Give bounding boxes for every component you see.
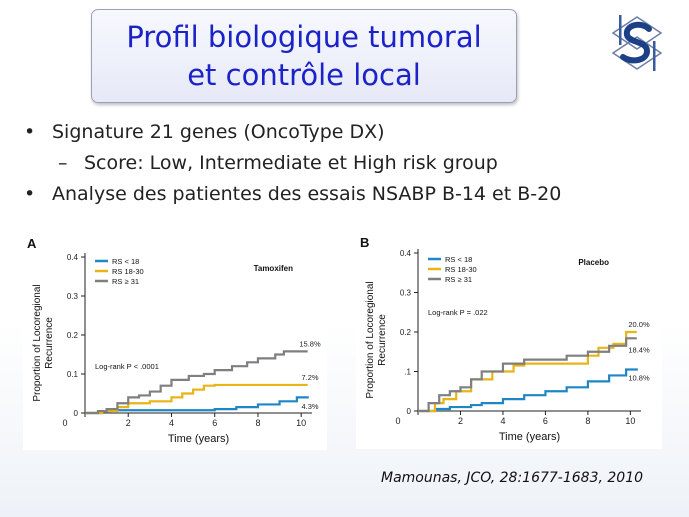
chart-b-legend-label: RS ≥ 31 — [445, 275, 472, 284]
bullet-item-analyse: • Analyse des patientes des essais NSABP… — [24, 180, 674, 211]
citation: Mamounas, JCO, 28:1677-1683, 2010 — [381, 470, 644, 486]
chart-b-y-axis-label-line-2: Recurrence — [377, 314, 388, 366]
bullet-marker: • — [24, 121, 36, 143]
chart-a-x-tick-label: 6 — [212, 418, 217, 428]
chart-b-x-tick-label: 10 — [625, 416, 635, 426]
chart-b-x-tick-label: 6 — [543, 416, 548, 426]
chart-b-y-tick-label: .1 — [404, 368, 411, 377]
chart-b-series-end-label: 20.0% — [628, 320, 650, 329]
sub-bullet-marker: – — [58, 152, 68, 174]
chart-b-x-tick-label: 8 — [585, 416, 590, 426]
chart-a-x-tick-label: 10 — [296, 418, 306, 428]
chart-b-series-line — [418, 330, 637, 413]
bullet-item-score: – Score: Low, Intermediate et High risk … — [24, 149, 674, 180]
chart-b-x-tick-label: 2 — [458, 416, 463, 426]
chart-a-y-axis-label-line-2: Recurrence — [44, 317, 55, 369]
chart-b-title: Placebo — [578, 258, 609, 267]
chart-b-x-tick-label: 0 — [395, 416, 400, 426]
chart-b-series-end-label: 18.4% — [628, 345, 650, 354]
chart-a-series-end-label: 7.2% — [301, 373, 318, 382]
chart-b-y-tick-label: 0 — [407, 407, 412, 416]
chart-a-series-end-label: 4.3% — [301, 402, 318, 411]
chart-b-series-line — [418, 337, 637, 413]
chart-a-y-tick-label: 0 — [74, 409, 79, 418]
chart-a-legend-label: RS ≥ 31 — [112, 277, 139, 286]
chart-b-x-tick-label: 4 — [500, 416, 505, 426]
chart-a-x-tick-label: 4 — [169, 418, 174, 428]
chart-b-legend-label: RS 18-30 — [445, 265, 477, 274]
chart-a-svg: A 0 0.1 0.2 0.3 0.4 0 2 4 6 8 10 Time (years) Proport… — [27, 236, 321, 445]
chart-b-y-tick-label: 0.4 — [400, 249, 412, 258]
chart-a-y-tick-label: 0.2 — [67, 331, 79, 340]
chart-a-y-tick-label: 0.4 — [67, 253, 79, 262]
institution-logo-icon — [597, 7, 678, 79]
chart-a-legend-label: RS 18-30 — [112, 267, 144, 276]
slide-title-line-2: et contrôle local — [187, 58, 421, 92]
chart-a-x-tick-label: 8 — [255, 418, 260, 428]
chart-b-y-tick-label: 0.3 — [400, 289, 412, 298]
chart-panel-a: A 0 0.1 0.2 0.3 0.4 0 2 4 6 8 10 Time (years) Proport… — [23, 231, 327, 450]
chart-a-y-tick-label: 0.3 — [67, 292, 79, 301]
chart-a-x-tick-label: 0 — [62, 418, 67, 428]
chart-b-logrank-annotation: Log-rank P = .022 — [428, 308, 488, 317]
chart-b-series-line — [418, 368, 638, 413]
bullet-marker: • — [24, 183, 36, 205]
chart-b-legend-label: RS < 18 — [445, 255, 472, 264]
bullet-text: Score: Low, Intermediate et High risk gr… — [84, 152, 498, 174]
chart-b-y-tick-label: 0.2 — [400, 328, 412, 337]
chart-b-panel-label: B — [360, 235, 369, 250]
chart-a-y-axis-label-line-1: Proportion of Locoregional — [32, 284, 43, 401]
chart-a-x-tick-label: 2 — [126, 418, 131, 428]
slide-title-box: Profil biologique tumoral et contrôle lo… — [91, 9, 517, 103]
chart-panel-b: B 0 .1 0.2 0.3 0.4 0 2 4 6 8 10 Time (years) Proporti… — [356, 231, 662, 449]
chart-a-logrank-annotation: Log-rank P < .0001 — [95, 362, 159, 371]
chart-b-y-axis-label-line-1: Proportion of Locoregional — [365, 281, 376, 398]
chart-a-x-axis-label: Time (years) — [168, 433, 229, 445]
chart-b-svg: B 0 .1 0.2 0.3 0.4 0 2 4 6 8 10 Time (years) Proporti… — [360, 235, 650, 443]
chart-a-series-line — [85, 350, 308, 415]
bullet-item-signature: • Signature 21 genes (OncoType DX) — [24, 118, 674, 149]
chart-a-legend-label: RS < 18 — [112, 257, 139, 266]
slide-title-line-1: Profil biologique tumoral — [126, 20, 482, 54]
chart-a-title: Tamoxifen — [254, 264, 294, 273]
chart-a-series-end-label: 15.8% — [299, 339, 321, 348]
chart-a-panel-label: A — [27, 236, 37, 251]
chart-b-x-axis-label: Time (years) — [499, 431, 560, 443]
bullet-text: Analyse des patientes des essais NSABP B… — [52, 183, 562, 205]
bullet-list: • Signature 21 genes (OncoType DX) – Sco… — [24, 118, 674, 211]
bullet-text: Signature 21 genes (OncoType DX) — [52, 121, 385, 143]
chart-a-y-tick-label: 0.1 — [67, 370, 79, 379]
chart-b-series-end-label: 10.8% — [628, 373, 650, 382]
